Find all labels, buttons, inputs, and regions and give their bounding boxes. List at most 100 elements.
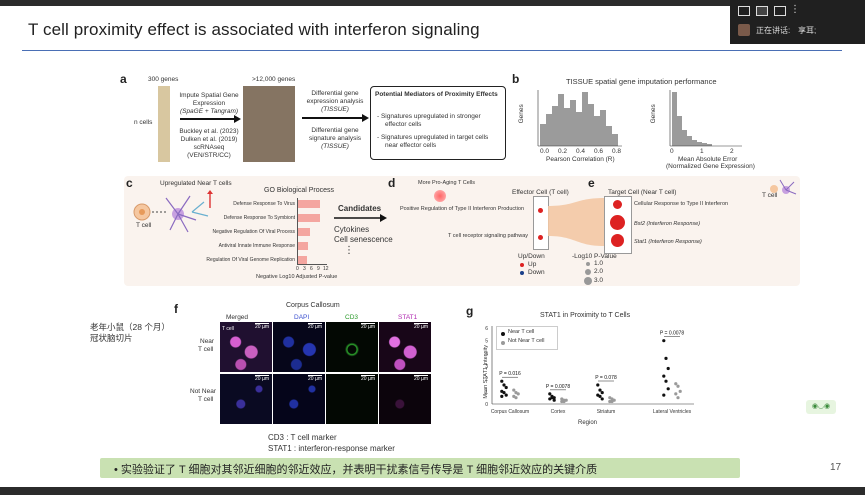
col-dapi: DAPI: [294, 314, 310, 321]
near-point: [504, 385, 508, 390]
mediators-l3: - Signatures upregulated in target cells: [377, 134, 489, 141]
g-legend: Near T cell Not Near T cell: [496, 326, 558, 350]
near-point: [552, 398, 556, 402]
scale-bar: 20 µm: [308, 323, 322, 330]
meeting-overlay: ⋮ 正在讲话: 享耳;: [730, 0, 865, 44]
legend-updown-title: Up/Down: [518, 253, 545, 260]
image-dapi-notnear: 20 µm: [273, 374, 325, 424]
right-hist-tick-1: 1: [700, 148, 704, 155]
scale-bar: 20 µm: [255, 375, 269, 382]
target-row-1: Cellular Response to Type II Interferon: [634, 201, 729, 207]
scale-bar: 20 µm: [255, 323, 269, 330]
not-near-point: [560, 399, 564, 404]
mediators-title: Potential Mediators of Proximity Effects: [375, 91, 498, 98]
go-bar: [298, 228, 310, 236]
g-ytick: 6: [485, 326, 488, 332]
dge-l3: (TISSUE): [321, 106, 349, 113]
target-dot-2: [610, 215, 625, 230]
g-ytick: 3: [485, 364, 488, 370]
left-hist-tick-3: 0.6: [594, 148, 604, 155]
pearson-histogram: [537, 90, 622, 147]
g-category-label: Striatum: [597, 409, 616, 415]
assistant-badge-icon[interactable]: ◉◡◉: [806, 400, 836, 414]
go-title: GO Biological Process: [264, 187, 335, 194]
ref-l1: Buckley et al. (2023): [179, 128, 239, 135]
scale-bar: 20 µm: [361, 323, 375, 330]
ref-l4: (VEN/STR/CC): [187, 152, 231, 159]
right-hist-xlabel-2: (Normalized Gene Expression): [666, 163, 755, 170]
near-point: [548, 392, 552, 396]
genes-12000: >12,000 genes: [252, 76, 296, 83]
go-bar: [298, 200, 321, 208]
not-near-point: [678, 389, 682, 393]
legend-near-dot: [501, 332, 505, 336]
pvalue-label: P = 0.078: [595, 375, 617, 381]
effector-dot-column: [533, 196, 549, 250]
target-dot-1: [613, 200, 622, 209]
dgs-l1: Differential gene: [311, 127, 359, 134]
go-tick-9: 9: [317, 266, 320, 272]
stat1-scatter-chart: 0 1 2 3 4 5 6 P = 0.016 P = 0.0078 P = 0.078 P = …: [485, 326, 694, 415]
near-point: [666, 387, 670, 391]
g-category-label: Corpus Callosum: [491, 409, 529, 415]
row-notnear-1: Not Near: [190, 388, 217, 395]
near-point: [662, 393, 666, 397]
panel-f-title: Corpus Callosum: [286, 302, 340, 309]
mediators-l4: near effector cells: [385, 142, 437, 149]
bottom-window-bar: [0, 487, 865, 495]
near-point: [598, 394, 602, 398]
g-ytick: 4: [485, 351, 488, 357]
image-merged-notnear: 20 µm: [220, 374, 272, 424]
screen-icon[interactable]: [774, 6, 786, 16]
panel-a-arrow-2: [302, 114, 369, 122]
ref-l3: scRNAseq: [193, 144, 225, 151]
target-title: Target Cell (Near T cell): [608, 189, 677, 196]
go-tick-0: 0: [296, 266, 299, 272]
ref-l2: Dulken et al. (2019): [180, 136, 238, 143]
pval-1: 1.0: [594, 260, 604, 267]
g-ytick: 2: [485, 377, 488, 383]
n-cells: n cells: [134, 119, 153, 126]
panel-b-title: TISSUE spatial gene imputation performan…: [566, 77, 717, 86]
tcell-tag: T cell: [222, 326, 234, 332]
go-bar: [298, 256, 308, 264]
panel-f-letter: f: [174, 302, 178, 316]
stat1-caption: STAT1 : interferon-response marker: [268, 444, 395, 453]
speaking-label: 正在讲话:: [756, 26, 791, 35]
upregulated-label: Upregulated Near T cells: [160, 180, 232, 187]
near-point: [500, 394, 504, 398]
more-icon[interactable]: ⋮: [790, 4, 800, 15]
go-term-1: Defense Response To Virus: [233, 201, 295, 207]
go-term-4: Antiviral Innate Immune Response: [218, 243, 295, 249]
dge-l2: expression analysis: [306, 98, 364, 105]
g-xlabel: Region: [578, 420, 598, 426]
speaker-name: 享耳;: [798, 26, 817, 35]
panel-c-letter: c: [126, 176, 133, 190]
scale-bar: 20 µm: [308, 375, 322, 382]
left-hist-tick-0: 0.0: [540, 148, 550, 155]
effector-row-1: Positive Regulation of Type II Interfero…: [400, 206, 525, 212]
go-term-2: Defense Response To Symbiont: [223, 215, 295, 221]
panel-a-large-matrix: [243, 86, 295, 162]
legend-up-dot: [520, 263, 524, 267]
window-icon[interactable]: [738, 6, 750, 16]
image-merged-near: T cell 20 µm: [220, 322, 272, 372]
target-dot-column: [604, 196, 632, 254]
not-near-point: [610, 399, 614, 404]
go-axis-y: [297, 198, 298, 264]
top-window-bar: [0, 0, 865, 6]
pvalue-label: P = 0.016: [499, 371, 521, 377]
pval-dot-2: [585, 269, 591, 275]
panel-a-arrow-1: [180, 115, 241, 123]
impute-l3: (SpaGE + Tangram): [179, 108, 239, 115]
legend-down-dot: [520, 271, 524, 275]
g-category-label: Cortex: [551, 409, 566, 415]
image-cd3-notnear: 20 µm: [326, 374, 378, 424]
layout-icon[interactable]: [756, 6, 768, 16]
mae-histogram: [669, 90, 742, 147]
near-point: [504, 393, 508, 397]
impute-l2: Expression: [192, 100, 226, 107]
pval-title: -Log10 P-Value: [572, 253, 617, 260]
legend-up: Up: [528, 261, 537, 268]
